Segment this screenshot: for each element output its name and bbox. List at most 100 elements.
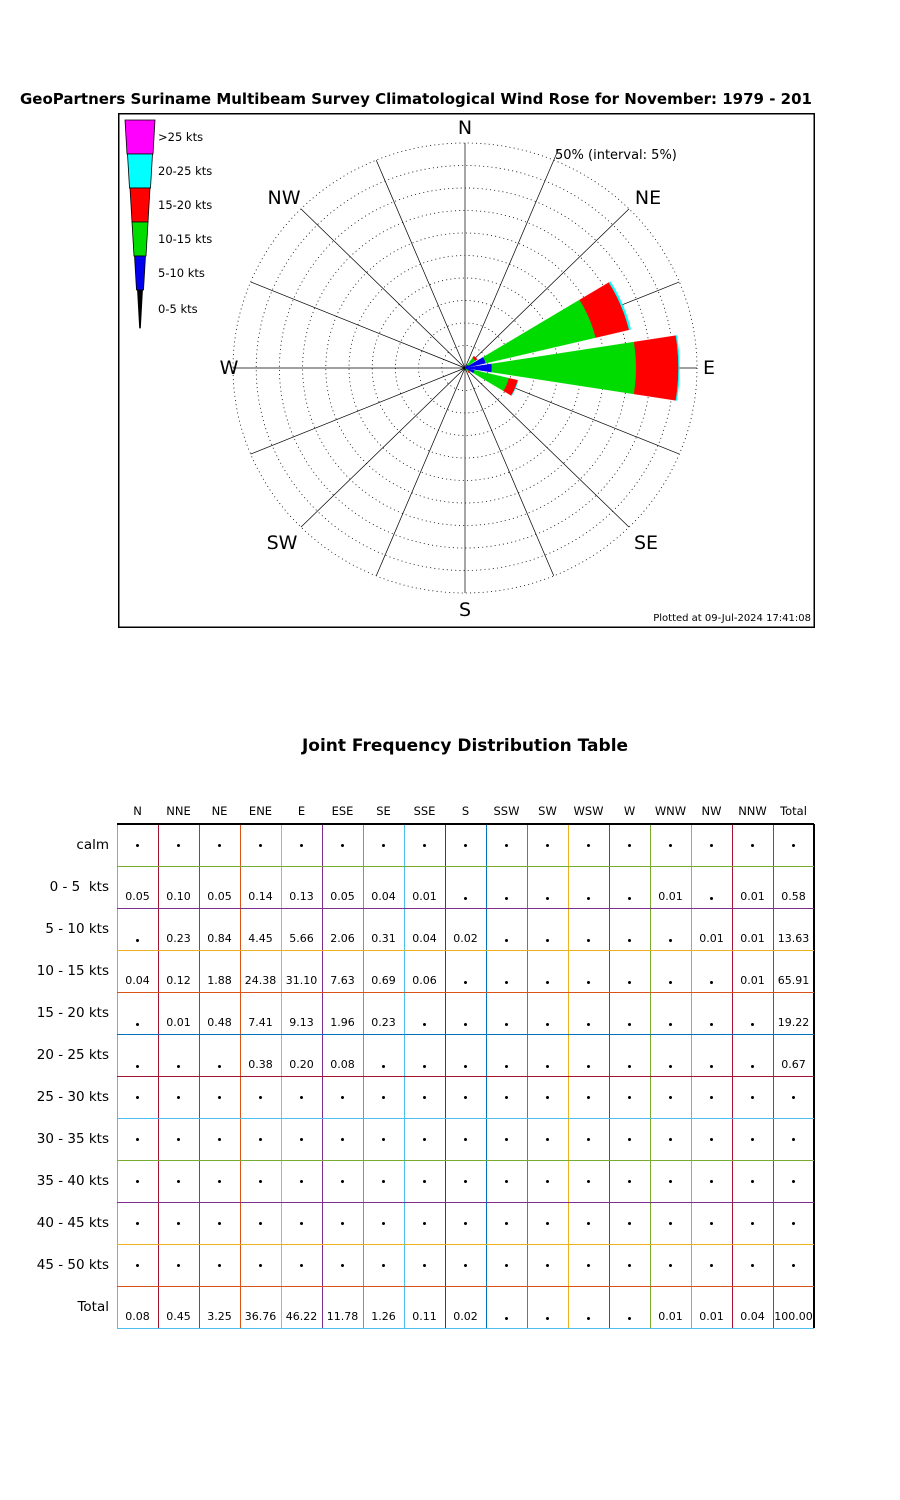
table-cell xyxy=(568,1160,609,1202)
empty-cell-dot xyxy=(505,939,508,942)
table-cell xyxy=(281,1244,322,1286)
column-header-SE: SE xyxy=(376,804,391,818)
legend-swatch-25kts xyxy=(124,119,156,155)
empty-cell-dot xyxy=(177,1263,180,1267)
column-header-SSE: SSE xyxy=(413,804,436,818)
empty-cell-dot xyxy=(505,1317,508,1320)
table-cell xyxy=(363,824,404,866)
table-cell xyxy=(691,1160,732,1202)
empty-cell-dot xyxy=(751,1137,754,1141)
grid-hline xyxy=(117,991,814,993)
column-header-Total: Total xyxy=(780,804,807,818)
empty-cell-dot xyxy=(300,1095,303,1099)
table-cell xyxy=(363,1160,404,1202)
table-cell: 0.14 xyxy=(248,890,273,903)
compass-label-E: E xyxy=(703,357,715,379)
grid-hline xyxy=(117,823,814,825)
empty-cell-dot xyxy=(546,1263,549,1267)
empty-cell-dot xyxy=(136,1023,139,1026)
table-cell xyxy=(691,992,732,1034)
empty-cell-dot xyxy=(546,1221,549,1225)
table-cell xyxy=(404,992,445,1034)
spoke-SW xyxy=(300,367,466,528)
empty-cell-dot xyxy=(464,1065,467,1068)
table-cell xyxy=(404,1160,445,1202)
table-cell: 0.05 xyxy=(125,890,150,903)
table-cell xyxy=(732,1034,773,1076)
empty-cell-dot xyxy=(546,1137,549,1141)
empty-cell-dot xyxy=(628,939,631,942)
table-cell: 0.01 xyxy=(740,974,765,987)
table-cell xyxy=(691,824,732,866)
table-cell xyxy=(568,908,609,950)
empty-cell-dot xyxy=(300,1263,303,1267)
column-header-W: W xyxy=(623,804,636,818)
empty-cell-dot xyxy=(546,843,549,847)
grid-hline xyxy=(117,1033,814,1035)
table-cell xyxy=(732,1160,773,1202)
table-cell xyxy=(691,1244,732,1286)
empty-cell-dot xyxy=(628,1263,631,1267)
table-cell xyxy=(117,992,158,1034)
table-cell xyxy=(486,1076,527,1118)
empty-cell-dot xyxy=(792,1137,795,1141)
empty-cell-dot xyxy=(710,981,713,984)
table-cell xyxy=(527,1202,568,1244)
table-cell xyxy=(650,908,691,950)
row-label: 0 - 5 kts xyxy=(49,879,109,895)
table-cell xyxy=(732,824,773,866)
empty-cell-dot xyxy=(136,939,139,942)
empty-cell-dot xyxy=(464,1221,467,1225)
table-cell: 2.06 xyxy=(330,932,355,945)
table-cell xyxy=(117,1118,158,1160)
empty-cell-dot xyxy=(628,1179,631,1183)
empty-cell-dot xyxy=(628,897,631,900)
table-cell xyxy=(117,1244,158,1286)
empty-cell-dot xyxy=(792,1221,795,1225)
empty-cell-dot xyxy=(751,1263,754,1267)
column-header-NW: NW xyxy=(701,804,722,818)
row-label: 20 - 25 kts xyxy=(36,1047,109,1063)
empty-cell-dot xyxy=(546,981,549,984)
table-cell xyxy=(650,1202,691,1244)
table-cell xyxy=(404,824,445,866)
table-cell xyxy=(117,1160,158,1202)
empty-cell-dot xyxy=(464,1263,467,1267)
grid-hline xyxy=(117,865,814,867)
spoke-NNW xyxy=(375,159,466,369)
empty-cell-dot xyxy=(136,1221,139,1225)
table-cell xyxy=(650,992,691,1034)
table-cell xyxy=(732,992,773,1034)
table-cell xyxy=(281,1202,322,1244)
table-cell: 0.01 xyxy=(740,932,765,945)
empty-cell-dot xyxy=(792,1095,795,1099)
empty-cell-dot xyxy=(669,1065,672,1068)
row-label: 35 - 40 kts xyxy=(36,1173,109,1189)
table-cell xyxy=(568,992,609,1034)
table-cell xyxy=(240,1160,281,1202)
table-cell xyxy=(363,1076,404,1118)
empty-cell-dot xyxy=(505,1137,508,1141)
legend-label: 10-15 kts xyxy=(158,232,212,246)
table-cell: 1.88 xyxy=(207,974,232,987)
empty-cell-dot xyxy=(259,1263,262,1267)
empty-cell-dot xyxy=(136,1095,139,1099)
empty-cell-dot xyxy=(628,1095,631,1099)
spoke-NE xyxy=(464,208,630,369)
grid-vline xyxy=(813,824,815,1328)
empty-cell-dot xyxy=(300,1137,303,1141)
table-cell xyxy=(486,992,527,1034)
table-cell xyxy=(404,1244,445,1286)
row-label: 25 - 30 kts xyxy=(36,1089,109,1105)
empty-cell-dot xyxy=(464,1023,467,1026)
table-cell: 0.04 xyxy=(125,974,150,987)
petal-SE-15-20 kts xyxy=(467,370,471,373)
column-header-NNE: NNE xyxy=(166,804,191,818)
legend-label: 0-5 kts xyxy=(158,302,198,316)
spoke-SSE xyxy=(464,367,555,577)
grid-hline xyxy=(117,1327,814,1329)
table-cell xyxy=(445,1034,486,1076)
empty-cell-dot xyxy=(587,1095,590,1099)
empty-cell-dot xyxy=(710,897,713,900)
